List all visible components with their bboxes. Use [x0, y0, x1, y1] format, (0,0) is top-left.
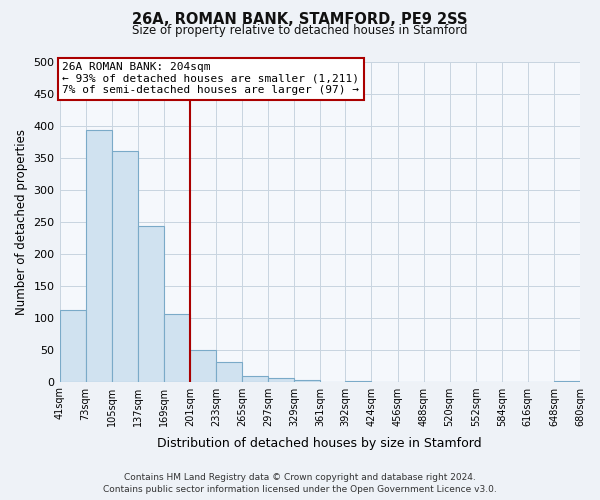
Bar [59, 310, 86, 382]
Text: 26A, ROMAN BANK, STAMFORD, PE9 2SS: 26A, ROMAN BANK, STAMFORD, PE9 2SS [132, 12, 468, 26]
Bar [86, 130, 112, 382]
Bar [164, 314, 190, 382]
Text: Contains HM Land Registry data © Crown copyright and database right 2024.
Contai: Contains HM Land Registry data © Crown c… [103, 472, 497, 494]
Bar [268, 378, 294, 382]
Bar [138, 226, 164, 382]
Bar [346, 381, 371, 382]
Text: Size of property relative to detached houses in Stamford: Size of property relative to detached ho… [132, 24, 468, 37]
X-axis label: Distribution of detached houses by size in Stamford: Distribution of detached houses by size … [157, 437, 482, 450]
Bar [216, 362, 242, 382]
Bar [242, 376, 268, 382]
Y-axis label: Number of detached properties: Number of detached properties [15, 128, 28, 314]
Text: 26A ROMAN BANK: 204sqm
← 93% of detached houses are smaller (1,211)
7% of semi-d: 26A ROMAN BANK: 204sqm ← 93% of detached… [62, 62, 359, 96]
Bar [554, 381, 580, 382]
Bar [294, 380, 320, 382]
Bar [190, 350, 216, 382]
Bar [112, 151, 138, 382]
